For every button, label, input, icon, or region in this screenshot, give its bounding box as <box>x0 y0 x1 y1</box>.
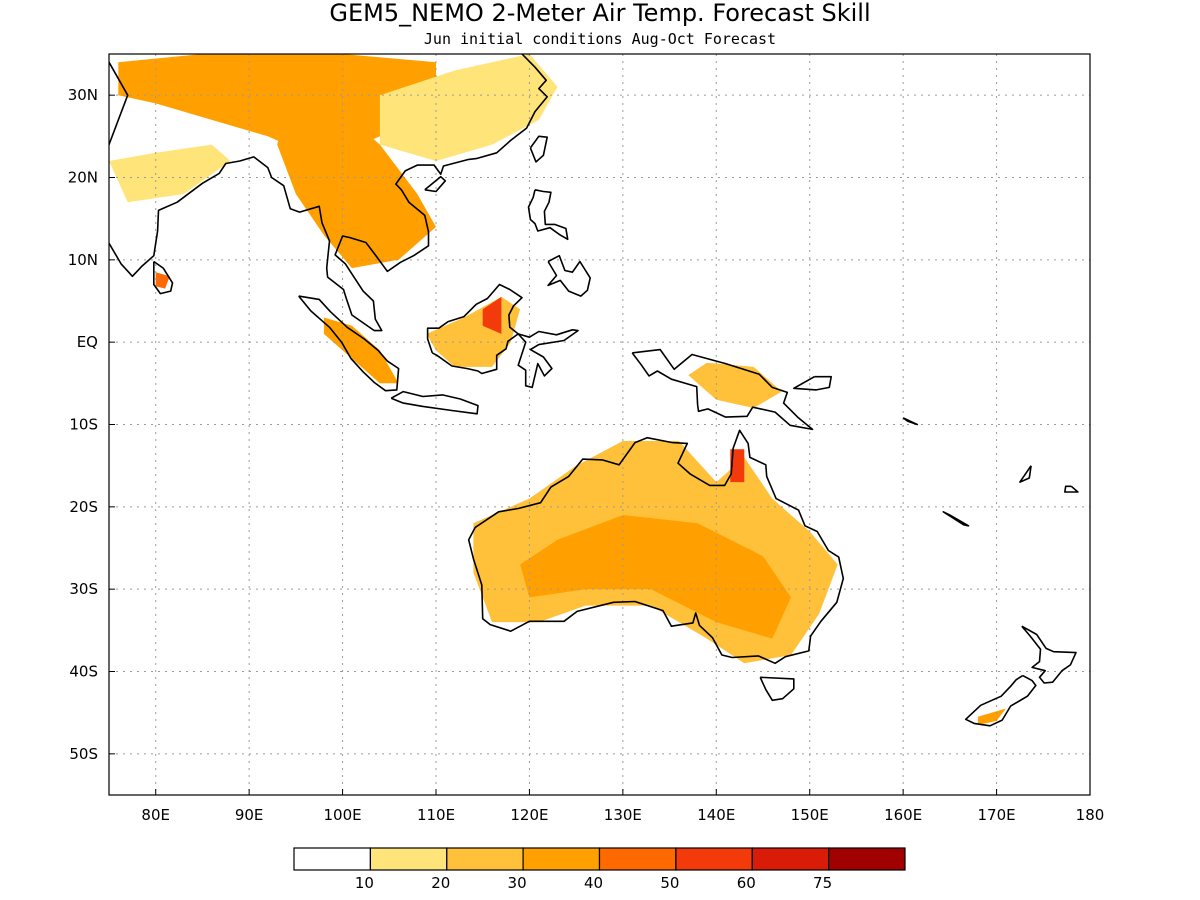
colorbar-swatch <box>827 847 906 871</box>
lon-tick-label: 90E <box>235 806 264 824</box>
skill-region-14 <box>977 708 1006 725</box>
coastline-segment <box>426 283 523 375</box>
longitude-tick-labels: 80E 90E 100E 110E 120E 130E 140E 150E 160E 170E 18… <box>141 789 1104 824</box>
map-subtitle: Jun initial conditions Aug-Oct Forecast <box>424 30 776 48</box>
lon-tick-label: 180 <box>1076 806 1105 824</box>
coastline-segment <box>1019 465 1032 483</box>
coastline-layer <box>109 54 1079 727</box>
lat-tick-label: 30N <box>68 86 98 104</box>
colorbar-label: 60 <box>737 874 756 892</box>
coastline-segment <box>964 674 1037 727</box>
lon-tick-label: 100E <box>324 806 362 824</box>
lon-tick-label: 80E <box>141 806 170 824</box>
lat-tick-label: 20S <box>69 498 98 516</box>
lat-tick-label: EQ <box>77 333 98 351</box>
lon-tick-label: 120E <box>510 806 548 824</box>
coastline-segment <box>792 375 833 391</box>
coastline-segment <box>942 510 970 527</box>
colorbar-label: 10 <box>355 874 374 892</box>
graticule <box>109 54 1090 795</box>
coastline-segment <box>153 260 174 295</box>
skill-region-6 <box>155 272 170 289</box>
skill-region-4 <box>277 103 436 269</box>
colorbar-swatch <box>751 847 830 871</box>
colorbar-label: 20 <box>431 874 450 892</box>
colorbar-label: 75 <box>813 874 832 892</box>
lon-tick-label: 130E <box>604 806 642 824</box>
coastline-segment <box>424 175 447 193</box>
coastline-segment <box>527 189 569 241</box>
colorbar-swatch <box>446 847 524 871</box>
colorbar-label: 50 <box>660 874 679 892</box>
colorbar-swatch <box>369 847 448 871</box>
lat-tick-label: 40S <box>69 663 98 681</box>
coastline-segment <box>1064 485 1079 493</box>
skill-region-13 <box>730 449 745 483</box>
coastline-segment <box>529 135 549 163</box>
colorbar-swatch <box>598 847 677 871</box>
map-title: GEM5_NEMO 2-Meter Air Temp. Forecast Ski… <box>329 0 870 27</box>
colorbar-swatch <box>293 847 372 871</box>
skill-region-5 <box>109 144 231 203</box>
lon-tick-label: 150E <box>791 806 829 824</box>
colorbar-swatch <box>675 847 753 871</box>
lat-tick-label: 50S <box>69 745 98 763</box>
coastline-segment <box>390 390 479 415</box>
skill-region-2 <box>379 54 558 161</box>
colorbar-swatch <box>522 847 601 871</box>
skill-region-12 <box>520 515 791 639</box>
colorbar-legend: 10 20 30 40 50 60 75 <box>293 847 906 892</box>
coastline-segment <box>1021 625 1077 684</box>
coastline-segment <box>631 348 814 431</box>
coastline-segment <box>109 54 549 332</box>
skill-region-9 <box>482 296 502 334</box>
skill-region-10 <box>688 362 782 408</box>
coastline-segment <box>298 295 400 392</box>
lon-tick-label: 140E <box>697 806 735 824</box>
coastline-segment <box>517 328 579 389</box>
lat-tick-label: 30S <box>69 580 98 598</box>
coastline-segment <box>902 417 919 426</box>
coastline-segment <box>759 676 795 702</box>
lon-tick-label: 110E <box>417 806 455 824</box>
colorbar-label: 40 <box>584 874 603 892</box>
lon-tick-label: 160E <box>884 806 922 824</box>
coastline-segment <box>547 254 592 297</box>
coastline-segment <box>467 429 845 665</box>
colorbar-label: 30 <box>508 874 527 892</box>
latitude-tick-labels: 30N 20N 10N EQ 10S 20S 30S 40S 50S <box>68 86 115 763</box>
skill-region-7 <box>323 317 399 384</box>
lat-tick-label: 10N <box>68 251 98 269</box>
lat-tick-label: 20N <box>68 169 98 187</box>
skill-shading-layer <box>109 54 1006 725</box>
lat-tick-label: 10S <box>69 416 98 434</box>
lon-tick-label: 170E <box>978 806 1016 824</box>
